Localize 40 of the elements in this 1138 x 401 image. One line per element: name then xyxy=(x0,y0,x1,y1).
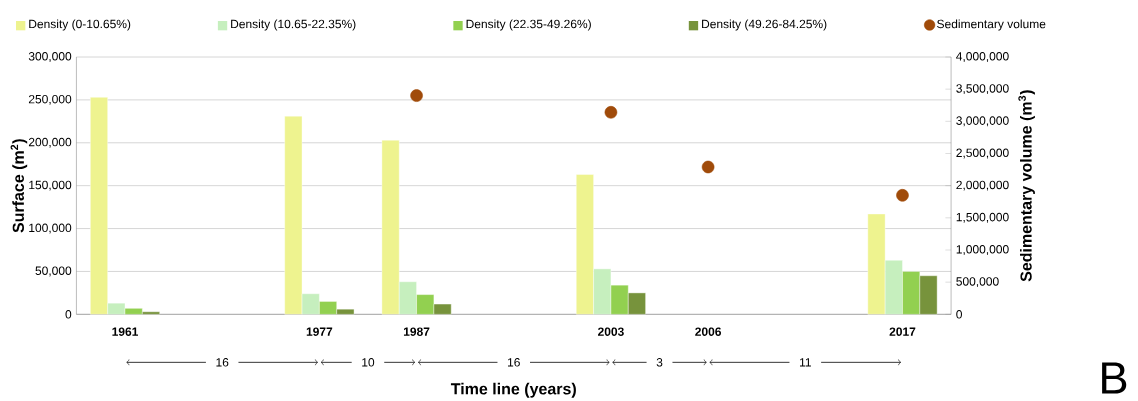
point xyxy=(410,89,423,102)
y2-tick-label: 4,000,000 xyxy=(956,52,1009,62)
x-tick-label: 1987 xyxy=(403,327,430,336)
y-tick-label: 150,000 xyxy=(29,180,72,191)
y-tick-label: 200,000 xyxy=(28,137,72,148)
x-tick-label: 1977 xyxy=(306,327,333,336)
point xyxy=(896,189,909,202)
y-tick-label: 100,000 xyxy=(29,223,72,234)
x-tick-label: 1961 xyxy=(112,327,139,336)
y2-tick-label: 1,000,000 xyxy=(956,245,1009,255)
y-axis-title: Surface (m$^{2}$) xyxy=(10,139,28,233)
point xyxy=(701,160,715,174)
text: B xyxy=(1102,362,1127,394)
legend-label: Density (0-10.65%) xyxy=(29,19,131,31)
legend-label: Sedimentary volume xyxy=(937,19,1046,31)
x-tick-label: 2003 xyxy=(598,327,624,336)
text: 16 xyxy=(507,358,520,367)
y-tick-label: 50,000 xyxy=(35,266,72,277)
y-tick-label: 0 xyxy=(65,310,72,319)
y-tick-label: 300,000 xyxy=(28,52,72,62)
legend-label: Density (49.26-84.25%) xyxy=(702,19,827,31)
legend-label: Density (22.35-49.26%) xyxy=(466,19,591,31)
text: 10 xyxy=(362,358,375,367)
y2-axis-title: Sedimentary volume (m$^{3}$) xyxy=(1018,90,1035,282)
y2-tick-label: 3,500,000 xyxy=(956,84,1009,95)
y2-tick-label: 2,500,000 xyxy=(956,148,1009,159)
y2-tick-label: 500,000 xyxy=(956,277,999,288)
x-tick-label: 2006 xyxy=(695,327,722,336)
text: 3 xyxy=(656,358,663,367)
y2-tick-label: 0 xyxy=(956,310,962,319)
legend-label: Density (10.65-22.35%) xyxy=(231,19,356,31)
y2-tick-label: 2,000,000 xyxy=(956,180,1009,191)
x-axis-title: Time line (years) xyxy=(450,382,576,398)
x-tick-label: 2017 xyxy=(889,327,916,336)
point xyxy=(604,106,618,119)
y2-tick-label: 3,000,000 xyxy=(956,116,1009,127)
text: 16 xyxy=(216,358,229,367)
y2-tick-label: 1,500,000 xyxy=(956,212,1009,223)
y-tick-label: 250,000 xyxy=(28,94,72,105)
text: 11 xyxy=(799,358,811,367)
